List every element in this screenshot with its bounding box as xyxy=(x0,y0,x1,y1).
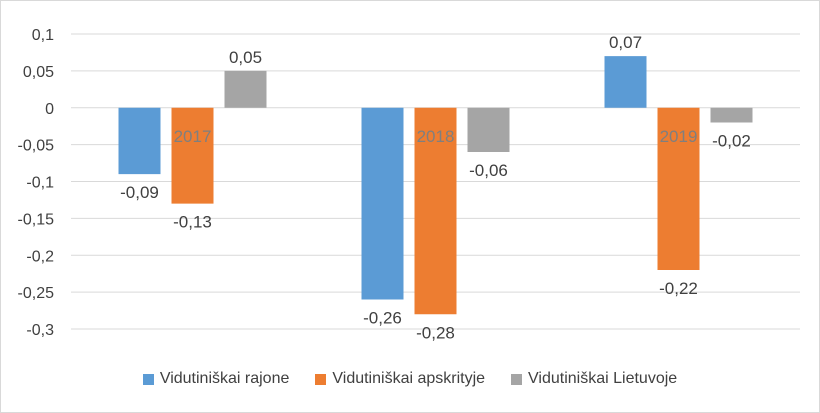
x-category-label: 2018 xyxy=(417,127,455,146)
y-tick-label: 0 xyxy=(45,101,54,118)
bar xyxy=(414,107,457,315)
bar xyxy=(118,107,161,175)
legend-swatch xyxy=(142,373,154,385)
data-label: -0,26 xyxy=(363,309,402,328)
y-tick-label: -0,15 xyxy=(18,211,55,228)
data-label: -0,13 xyxy=(173,213,212,232)
bar xyxy=(171,107,214,204)
bar xyxy=(710,107,753,123)
data-label: 0,07 xyxy=(609,33,642,52)
x-category-label: 2017 xyxy=(174,127,212,146)
data-label: 0,05 xyxy=(229,48,262,67)
y-tick-label: -0,2 xyxy=(26,248,54,265)
y-tick-label: -0,25 xyxy=(18,285,55,302)
y-tick-label: -0,1 xyxy=(26,175,54,192)
bar xyxy=(604,56,647,108)
y-tick-label: -0,3 xyxy=(26,322,54,339)
bar xyxy=(657,107,700,270)
legend-item: Vidutiniškai apskrityje xyxy=(315,370,485,388)
legend-swatch xyxy=(315,373,327,385)
data-label: -0,22 xyxy=(659,279,698,298)
data-label: -0,06 xyxy=(469,161,508,180)
data-label: -0,09 xyxy=(120,183,159,202)
legend-label: Vidutiniškai rajone xyxy=(159,370,290,387)
legend-item: Vidutiniškai Lietuvoje xyxy=(511,370,677,388)
y-tick-label: -0,05 xyxy=(18,138,55,155)
legend-label: Vidutiniškai Lietuvoje xyxy=(528,370,678,387)
bar xyxy=(224,70,267,108)
y-tick-label: 0,05 xyxy=(23,64,54,81)
legend-label: Vidutiniškai apskrityje xyxy=(332,370,486,387)
legend-swatch xyxy=(511,373,523,385)
y-tick-label: 0,1 xyxy=(32,27,54,44)
data-label: -0,02 xyxy=(712,132,751,151)
legend-item: Vidutiniškai rajone xyxy=(142,370,290,388)
x-category-label: 2019 xyxy=(660,127,698,146)
data-label: -0,28 xyxy=(416,323,455,342)
bar xyxy=(361,107,404,300)
bar xyxy=(467,107,510,152)
chart-legend: Vidutiniškai rajone Vidutiniškai apskrity… xyxy=(0,370,820,388)
